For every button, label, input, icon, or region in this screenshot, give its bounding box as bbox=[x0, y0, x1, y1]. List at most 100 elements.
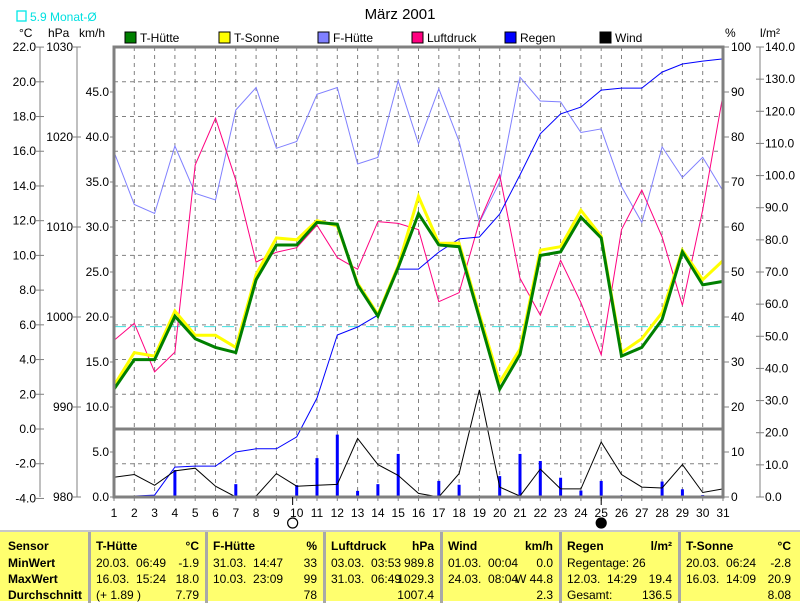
weather-chart: März 2001 5.9 Monat-Ø °C hPa km/h % l/m²… bbox=[0, 0, 800, 530]
hpa-tick-label: 990 bbox=[53, 400, 73, 414]
kmh-tick-label: 0.0 bbox=[92, 490, 109, 504]
legend-swatch-0 bbox=[125, 32, 136, 43]
celsius-tick-label: 18.0 bbox=[13, 110, 37, 124]
month-average-text: 5.9 Monat-Ø bbox=[30, 10, 97, 24]
kmh-tick-label: 45.0 bbox=[86, 85, 110, 99]
hpa-tick-label: 1010 bbox=[46, 220, 73, 234]
day-tick-label: 7 bbox=[232, 506, 239, 520]
rain-tick-label: 30.0 bbox=[765, 394, 789, 408]
stat-timestamp: Regentage: 26 bbox=[567, 555, 646, 571]
new-moon-icon bbox=[596, 518, 606, 528]
rain-tick-label: 40.0 bbox=[765, 361, 789, 375]
celsius-tick-label: 20.0 bbox=[13, 75, 37, 89]
celsius-tick-label: -4.0 bbox=[15, 491, 36, 505]
day-tick-label: 11 bbox=[311, 506, 324, 520]
stat-timestamp: 24.03. 08:04 bbox=[448, 571, 518, 587]
kmh-tick-label: 40.0 bbox=[86, 130, 110, 144]
day-tick-label: 30 bbox=[696, 506, 710, 520]
section-title: T-Hütte bbox=[96, 538, 137, 554]
day-tick-label: 28 bbox=[655, 506, 669, 520]
day-tick-label: 1 bbox=[111, 506, 118, 520]
legend-swatch-3 bbox=[412, 32, 423, 43]
legend-swatch-5 bbox=[600, 32, 611, 43]
day-tick-label: 13 bbox=[351, 506, 365, 520]
day-tick-label: 5 bbox=[192, 506, 199, 520]
legend-swatch-4 bbox=[505, 32, 516, 43]
percent-tick-label: 50 bbox=[731, 265, 745, 279]
stat-timestamp: 10.03. 23:09 bbox=[213, 571, 283, 587]
row-label: MaxWert bbox=[8, 571, 58, 587]
celsius-tick-label: 6.0 bbox=[19, 318, 36, 332]
percent-tick-label: 0 bbox=[731, 490, 738, 504]
rain-tick-label: 110.0 bbox=[765, 136, 794, 150]
rain-tick-label: 0.0 bbox=[765, 490, 782, 504]
stat-timestamp: 03.03. 03:53 bbox=[331, 555, 401, 571]
percent-tick-label: 90 bbox=[731, 85, 745, 99]
section-unit: hPa bbox=[412, 538, 434, 554]
rain-tick-label: 70.0 bbox=[765, 265, 789, 279]
celsius-tick-label: 10.0 bbox=[13, 248, 37, 262]
section-title: Regen bbox=[567, 538, 604, 554]
celsius-tick-label: 14.0 bbox=[13, 179, 37, 193]
celsius-tick-label: 2.0 bbox=[19, 387, 36, 401]
legend-swatch-1 bbox=[219, 32, 230, 43]
day-tick-label: 15 bbox=[392, 506, 406, 520]
section-unit: l/m² bbox=[651, 538, 672, 554]
rain-tick-label: 140.0 bbox=[765, 40, 795, 54]
hpa-tick-label: 1020 bbox=[46, 130, 73, 144]
day-tick-label: 12 bbox=[331, 506, 345, 520]
celsius-tick-label: 22.0 bbox=[13, 40, 37, 54]
unit-percent: % bbox=[725, 26, 736, 40]
celsius-tick-label: 12.0 bbox=[13, 214, 37, 228]
celsius-tick-label: 4.0 bbox=[19, 353, 36, 367]
section-title: Luftdruck bbox=[331, 538, 386, 554]
celsius-tick-label: 16.0 bbox=[13, 144, 37, 158]
hpa-tick-label: 1000 bbox=[46, 310, 73, 324]
chart-title: März 2001 bbox=[365, 6, 436, 23]
day-tick-label: 4 bbox=[172, 506, 179, 520]
kmh-tick-label: 35.0 bbox=[86, 175, 110, 189]
hpa-tick-label: 980 bbox=[53, 490, 73, 504]
unit-kmh: km/h bbox=[79, 26, 105, 40]
stat-timestamp: 31.03. 06:49 bbox=[331, 571, 401, 587]
rain-tick-label: 120.0 bbox=[765, 104, 795, 118]
section-unit: °C bbox=[778, 538, 791, 554]
month-average-icon bbox=[17, 11, 26, 21]
day-tick-label: 26 bbox=[615, 506, 629, 520]
percent-tick-label: 30 bbox=[731, 355, 745, 369]
stat-timestamp: 12.03. 14:29 bbox=[567, 571, 637, 587]
percent-tick-label: 10 bbox=[731, 445, 745, 459]
hpa-tick-label: 1030 bbox=[46, 40, 73, 54]
stat-timestamp: 16.03. 14:09 bbox=[686, 571, 756, 587]
stat-value: 1029.3 bbox=[397, 571, 434, 587]
row-label: Sensor bbox=[8, 538, 49, 554]
rain-tick-label: 20.0 bbox=[765, 426, 789, 440]
celsius-tick-label: 0.0 bbox=[19, 422, 36, 436]
percent-tick-label: 60 bbox=[731, 220, 745, 234]
unit-celsius: °C bbox=[19, 26, 33, 40]
legend-label: Luftdruck bbox=[427, 31, 477, 45]
day-tick-label: 20 bbox=[493, 506, 507, 520]
day-tick-label: 3 bbox=[151, 506, 158, 520]
day-tick-label: 27 bbox=[635, 506, 649, 520]
stat-timestamp: 01.03. 00:04 bbox=[448, 555, 518, 571]
day-tick-label: 2 bbox=[131, 506, 138, 520]
kmh-tick-label: 15.0 bbox=[86, 355, 110, 369]
axes: 22.020.018.016.014.012.010.08.06.04.02.0… bbox=[13, 40, 796, 520]
unit-rain: l/m² bbox=[760, 26, 780, 40]
day-tick-label: 17 bbox=[432, 506, 446, 520]
day-tick-label: 14 bbox=[371, 506, 385, 520]
day-tick-label: 23 bbox=[554, 506, 568, 520]
row-label: MinWert bbox=[8, 555, 55, 571]
day-tick-label: 19 bbox=[473, 506, 487, 520]
percent-tick-label: 70 bbox=[731, 175, 745, 189]
day-tick-label: 18 bbox=[452, 506, 466, 520]
